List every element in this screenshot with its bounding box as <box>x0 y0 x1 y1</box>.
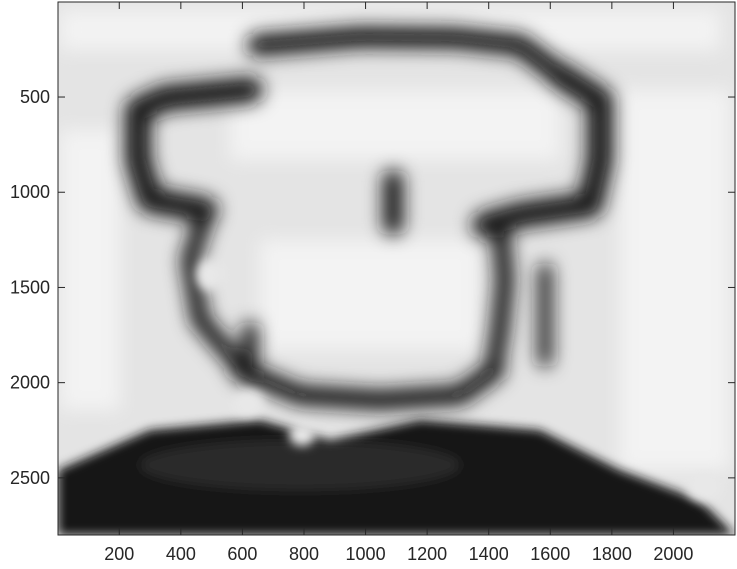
x-tick-label: 400 <box>166 544 196 564</box>
y-tick-label: 1000 <box>10 182 50 202</box>
y-tick-label: 500 <box>20 87 50 107</box>
x-tick-label: 1000 <box>346 544 386 564</box>
x-tick-label: 1600 <box>530 544 570 564</box>
axes-box <box>57 1 736 536</box>
image-area <box>58 2 735 535</box>
x-tick-label: 1400 <box>469 544 509 564</box>
axis-ticks: 200 400 600 800 1000 1200 1400 1600 1800 2000 500 1… <box>10 2 735 564</box>
image-body <box>58 420 735 535</box>
y-tick-label: 2000 <box>10 373 50 393</box>
image-dark-strokes <box>125 26 613 410</box>
x-tick-label: 2000 <box>653 544 693 564</box>
image-light-patches <box>60 10 730 470</box>
x-tick-label: 800 <box>289 544 319 564</box>
image-body-highlights <box>196 259 723 502</box>
x-tick-label: 200 <box>104 544 134 564</box>
x-tick-label: 600 <box>227 544 257 564</box>
y-tick-label: 1500 <box>10 277 50 297</box>
x-tick-label: 1200 <box>407 544 447 564</box>
y-tick-label: 2500 <box>10 468 50 488</box>
x-tick-label: 1800 <box>592 544 632 564</box>
